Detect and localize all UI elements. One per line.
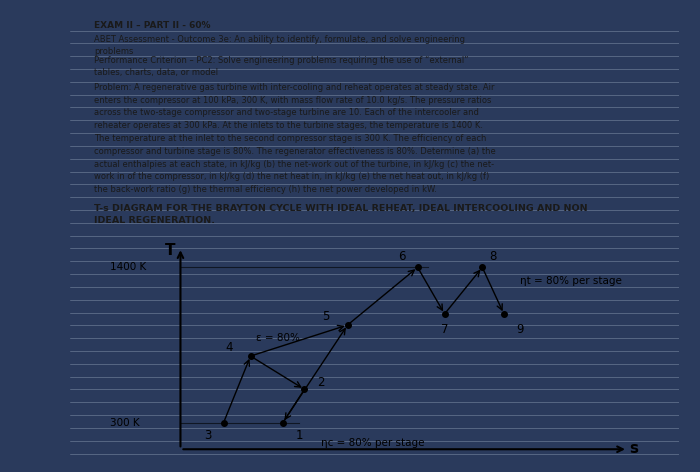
Text: IDEAL REGENERATION.: IDEAL REGENERATION.: [94, 216, 216, 226]
Text: 7: 7: [441, 323, 448, 336]
Text: 1400 K: 1400 K: [111, 262, 146, 272]
Text: 8: 8: [489, 250, 497, 263]
Text: ε = 80%: ε = 80%: [256, 333, 300, 343]
Text: tables, charts, data, or model: tables, charts, data, or model: [94, 68, 218, 77]
Text: problems: problems: [94, 47, 134, 56]
Text: ηt = 80% per stage: ηt = 80% per stage: [520, 276, 622, 286]
Text: T-s DIAGRAM FOR THE BRAYTON CYCLE WITH IDEAL REHEAT, IDEAL INTERCOOLING AND NON: T-s DIAGRAM FOR THE BRAYTON CYCLE WITH I…: [94, 204, 588, 213]
Text: 5: 5: [322, 310, 330, 323]
Text: actual enthalpies at each state, in kJ/kg (b) the net-work out of the turbine, i: actual enthalpies at each state, in kJ/k…: [94, 160, 494, 169]
Text: reheater operates at 300 kPa. At the inlets to the turbine stages, the temperatu: reheater operates at 300 kPa. At the inl…: [94, 121, 484, 130]
Text: enters the compressor at 100 kPa, 300 K, with mass flow rate of 10.0 kg/s. The p: enters the compressor at 100 kPa, 300 K,…: [94, 95, 491, 104]
Text: 1: 1: [295, 430, 303, 442]
Text: 3: 3: [204, 430, 211, 442]
Text: work in of the compressor, in kJ/kg (d) the net heat in, in kJ/kg (e) the net he: work in of the compressor, in kJ/kg (d) …: [94, 172, 489, 181]
Text: 4: 4: [225, 341, 232, 354]
Text: the back-work ratio (g) the thermal efficiency (h) the net power developed in kW: the back-work ratio (g) the thermal effi…: [94, 185, 438, 194]
Text: ABET Assessment - Outcome 3e: An ability to identify, formulate, and solve engin: ABET Assessment - Outcome 3e: An ability…: [94, 34, 466, 43]
Text: s: s: [629, 441, 638, 456]
Text: compressor and turbine stage is 80%. The regenerator effectiveness is 80%. Deter: compressor and turbine stage is 80%. The…: [94, 147, 496, 156]
Text: Problem: A regenerative gas turbine with inter-cooling and reheat operates at st: Problem: A regenerative gas turbine with…: [94, 83, 495, 92]
Text: ηc = 80% per stage: ηc = 80% per stage: [321, 438, 424, 447]
Text: EXAM II – PART II - 60%: EXAM II – PART II - 60%: [94, 21, 211, 30]
Text: 9: 9: [517, 323, 524, 336]
Text: The temperature at the inlet to the second compressor stage is 300 K. The effici: The temperature at the inlet to the seco…: [94, 134, 486, 143]
Text: Performance Criterion – PC2: Solve engineering problems requiring the use of “ex: Performance Criterion – PC2: Solve engin…: [94, 56, 469, 65]
Text: across the two-stage compressor and two-stage turbine are 10. Each of the interc: across the two-stage compressor and two-…: [94, 109, 480, 118]
Text: 300 K: 300 K: [111, 418, 140, 428]
Text: 2: 2: [317, 376, 324, 389]
Text: 6: 6: [398, 250, 405, 263]
Text: T: T: [164, 243, 175, 258]
